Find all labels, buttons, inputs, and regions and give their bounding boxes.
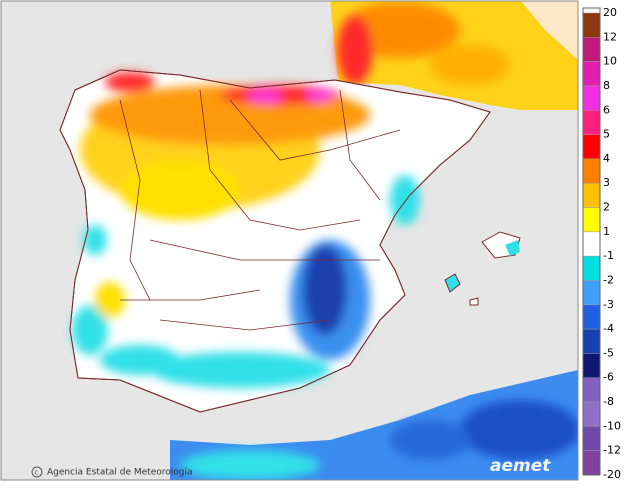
legend-label: 8: [603, 79, 610, 92]
legend-label: 5: [603, 128, 610, 141]
copyright-icon: [31, 466, 43, 478]
legend: 20 12 10 8 6 5 4 3 2 1 -1 -2 -3 -4 -5 -6 -8 -10 -12 -20: [582, 6, 621, 481]
legend-swatch: [582, 207, 601, 233]
ibiza: [444, 273, 461, 293]
legend-label: -3: [603, 298, 614, 311]
africa-anomaly: [180, 400, 578, 480]
mallorca-anomaly: [505, 240, 520, 256]
legend-label: -20: [603, 468, 621, 481]
credit: Agencia Estatal de Meteorología: [47, 468, 193, 478]
france-anomaly: [337, 2, 510, 85]
france-edge: [520, 1, 578, 60]
legend-swatch: [582, 231, 601, 257]
legend-swatch: [582, 280, 601, 306]
legend-swatch: [582, 450, 601, 476]
legend-label: 12: [603, 30, 617, 43]
map: aemet: [1, 1, 578, 480]
legend-swatch: [582, 134, 601, 160]
legend-label: -8: [603, 395, 614, 408]
legend-label: -5: [603, 346, 614, 359]
legend-swatch: [582, 304, 601, 330]
legend-label: -12: [603, 444, 621, 457]
legend-label: 3: [603, 176, 610, 189]
legend-label: 10: [603, 55, 617, 68]
copyright-c: c: [35, 469, 39, 477]
iberia-anomaly: [72, 72, 420, 388]
logo: aemet: [490, 456, 551, 476]
legend-label: 1: [603, 225, 610, 238]
legend-swatch: [582, 12, 601, 38]
legend-swatch: [582, 353, 601, 378]
legend-label: 6: [603, 103, 610, 116]
legend-label: -10: [603, 419, 621, 432]
legend-swatch: [582, 37, 601, 62]
borders: [119, 89, 401, 331]
map-frame: [0, 0, 579, 481]
legend-swatch: [582, 110, 601, 135]
legend-swatch: [582, 61, 601, 87]
legend-swatch: [582, 85, 601, 111]
legend-label: -1: [603, 249, 614, 262]
legend-swatch: [582, 255, 601, 281]
legend-label: 2: [603, 201, 610, 214]
legend-swatch: [582, 182, 601, 208]
legend-swatch: [582, 377, 601, 403]
legend-label: 4: [603, 152, 610, 165]
legend-label: -2: [603, 273, 614, 286]
legend-label: -4: [603, 322, 614, 335]
legend-swatch: [582, 426, 601, 451]
legend-frame: [582, 7, 601, 476]
coastline: [59, 69, 491, 413]
legend-label: 20: [603, 6, 617, 19]
formentera: [469, 297, 479, 306]
legend-swatch: [582, 328, 601, 354]
legend-swatch: [582, 158, 601, 184]
legend-label: -6: [603, 371, 614, 384]
legend-swatch: [582, 401, 601, 427]
